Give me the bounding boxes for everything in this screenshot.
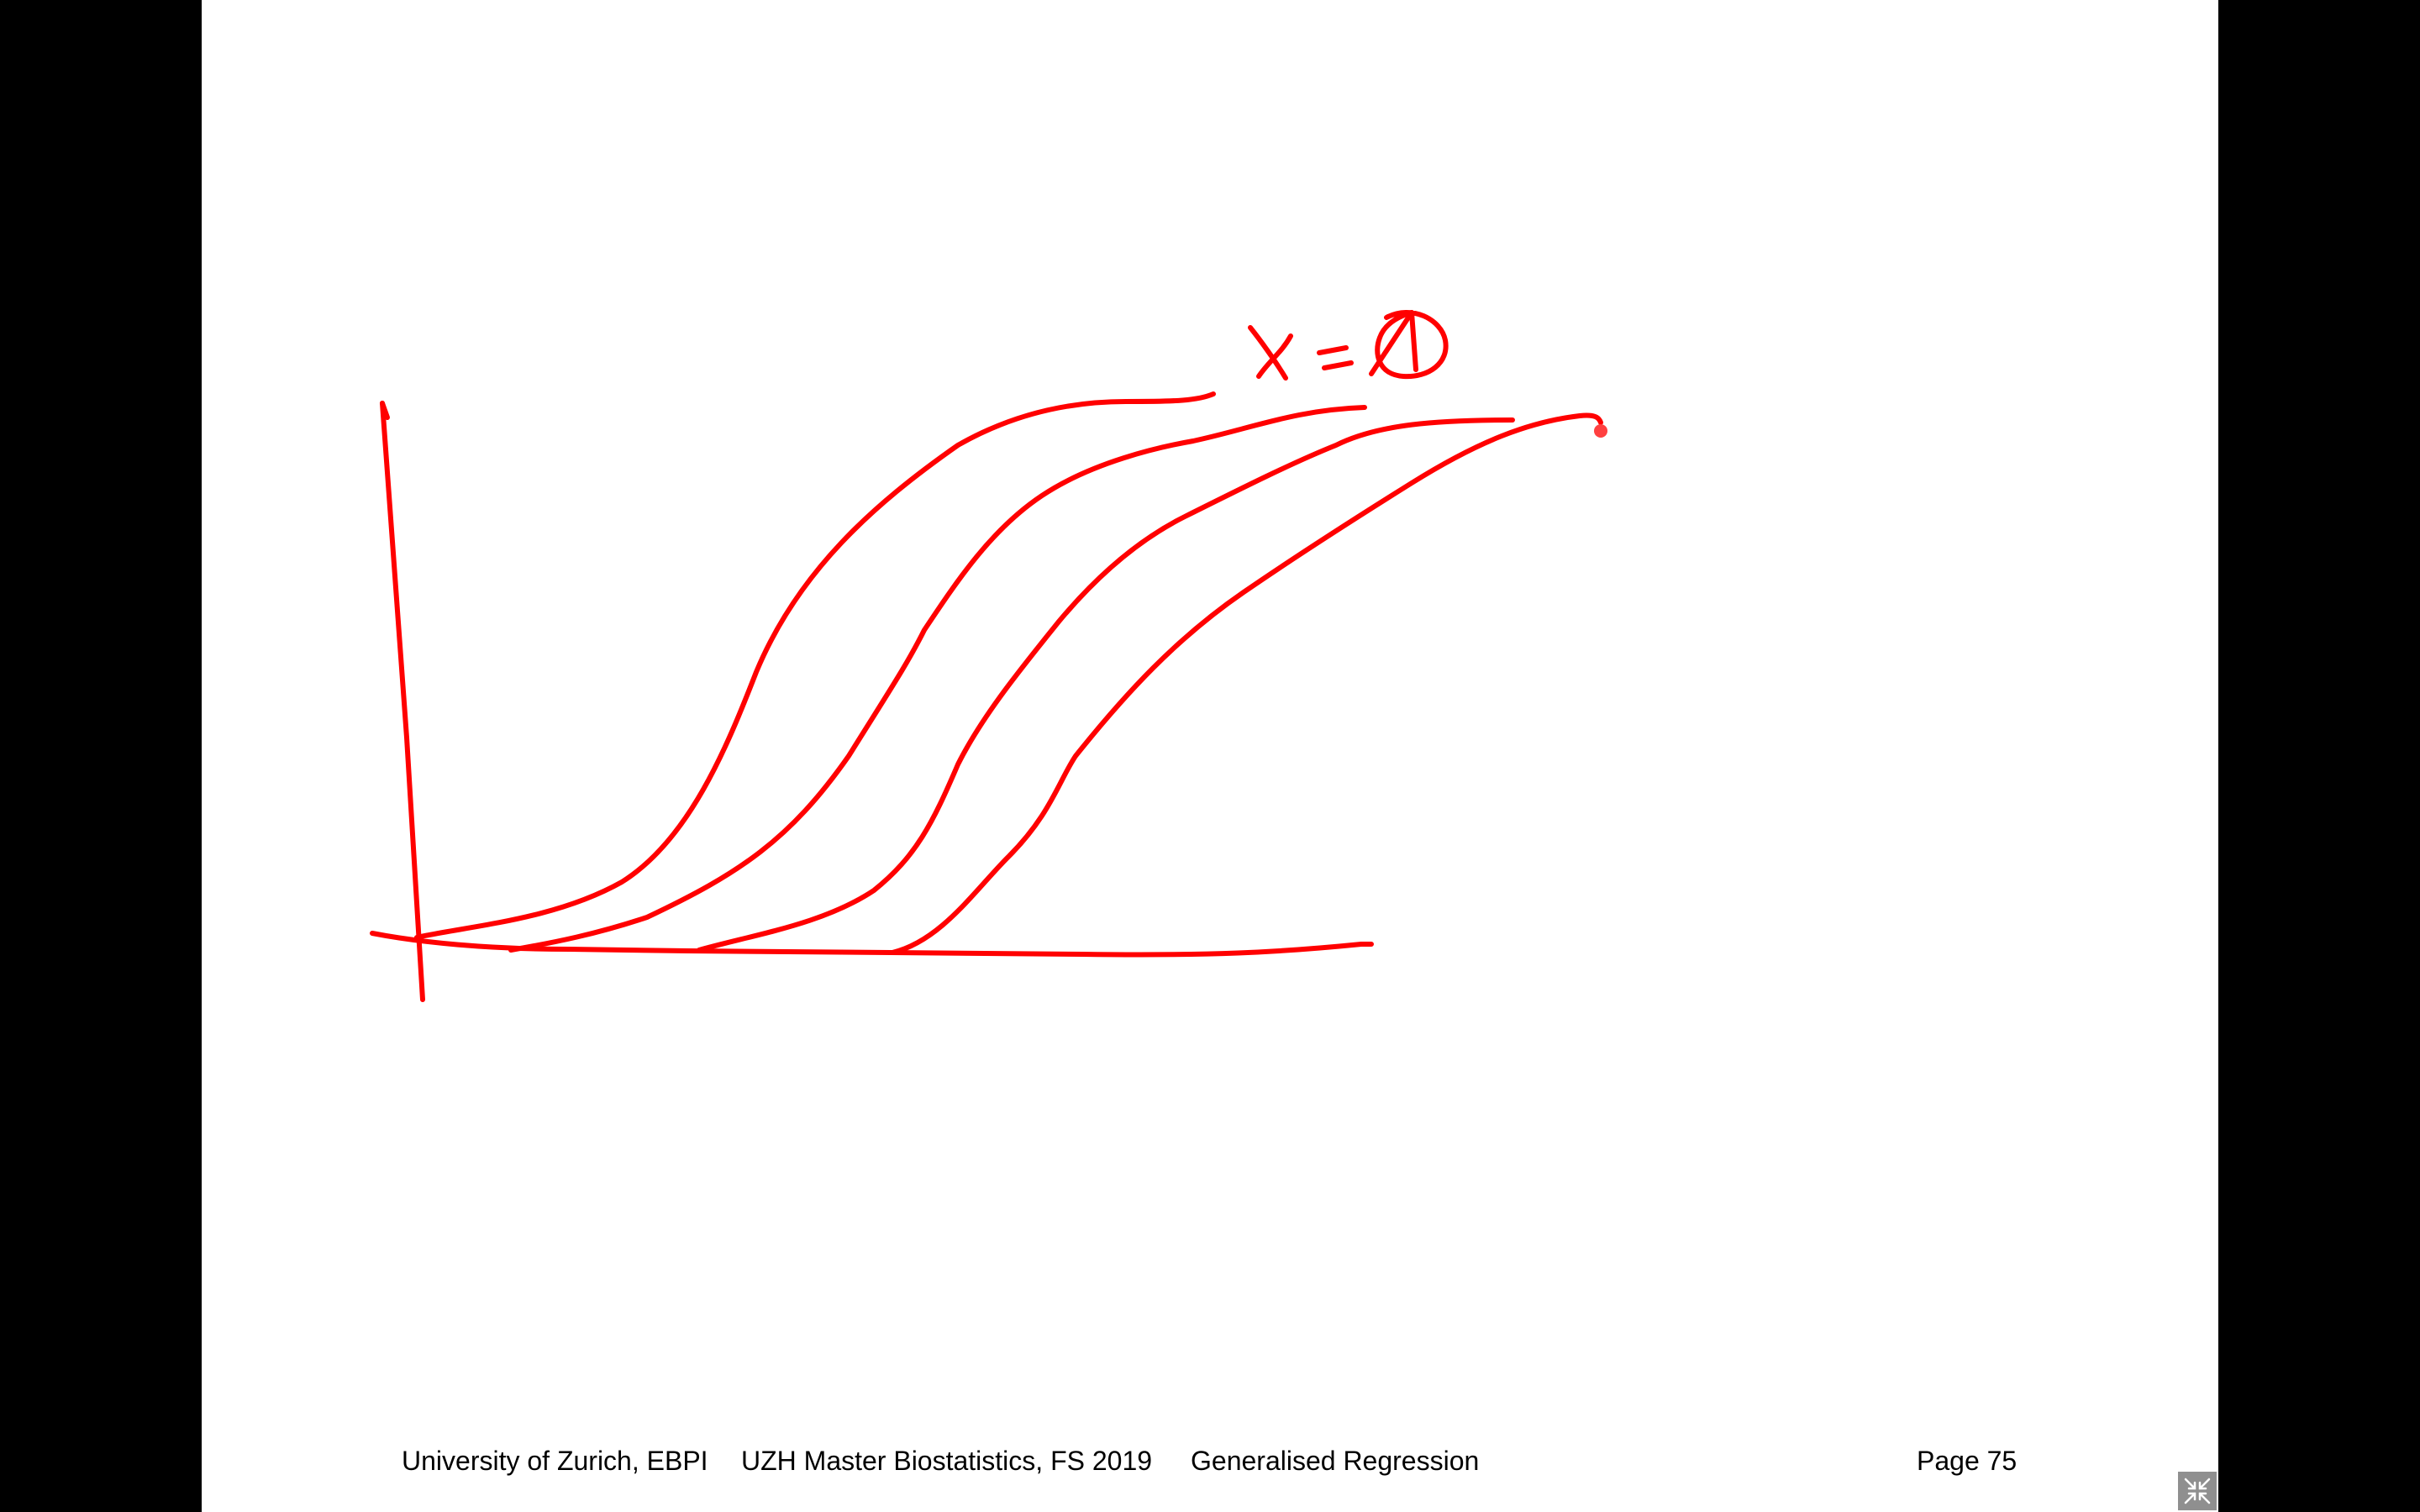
handwritten-ink-layer bbox=[370, 310, 1607, 1002]
slide-page: University of Zurich, EBPI UZH Master Bi… bbox=[202, 0, 2218, 1512]
footer-course: UZH Master Biostatistics, FS 2019 bbox=[741, 1446, 1153, 1476]
compress-arrows-icon bbox=[2184, 1478, 2211, 1504]
handwritten-annotation-x-equals-1 bbox=[1248, 310, 1449, 381]
ink-x-axis bbox=[370, 931, 1374, 958]
ink-curve-4 bbox=[890, 412, 1603, 955]
ink-y-axis-arrowhead bbox=[380, 401, 390, 420]
slide-footer: University of Zurich, EBPI UZH Master Bi… bbox=[202, 1440, 2218, 1482]
ink-curve-1 bbox=[414, 391, 1216, 940]
exit-fullscreen-button[interactable] bbox=[2178, 1472, 2217, 1510]
ink-y-axis bbox=[380, 401, 425, 1002]
ink-curve-2 bbox=[508, 405, 1367, 953]
ink-pointer-dot bbox=[1594, 424, 1607, 438]
footer-page-number: Page 75 bbox=[1917, 1446, 2018, 1476]
ink-curve-3 bbox=[697, 417, 1515, 953]
footer-topic: Generalised Regression bbox=[1191, 1446, 1480, 1476]
footer-institution: University of Zurich, EBPI bbox=[402, 1446, 708, 1476]
